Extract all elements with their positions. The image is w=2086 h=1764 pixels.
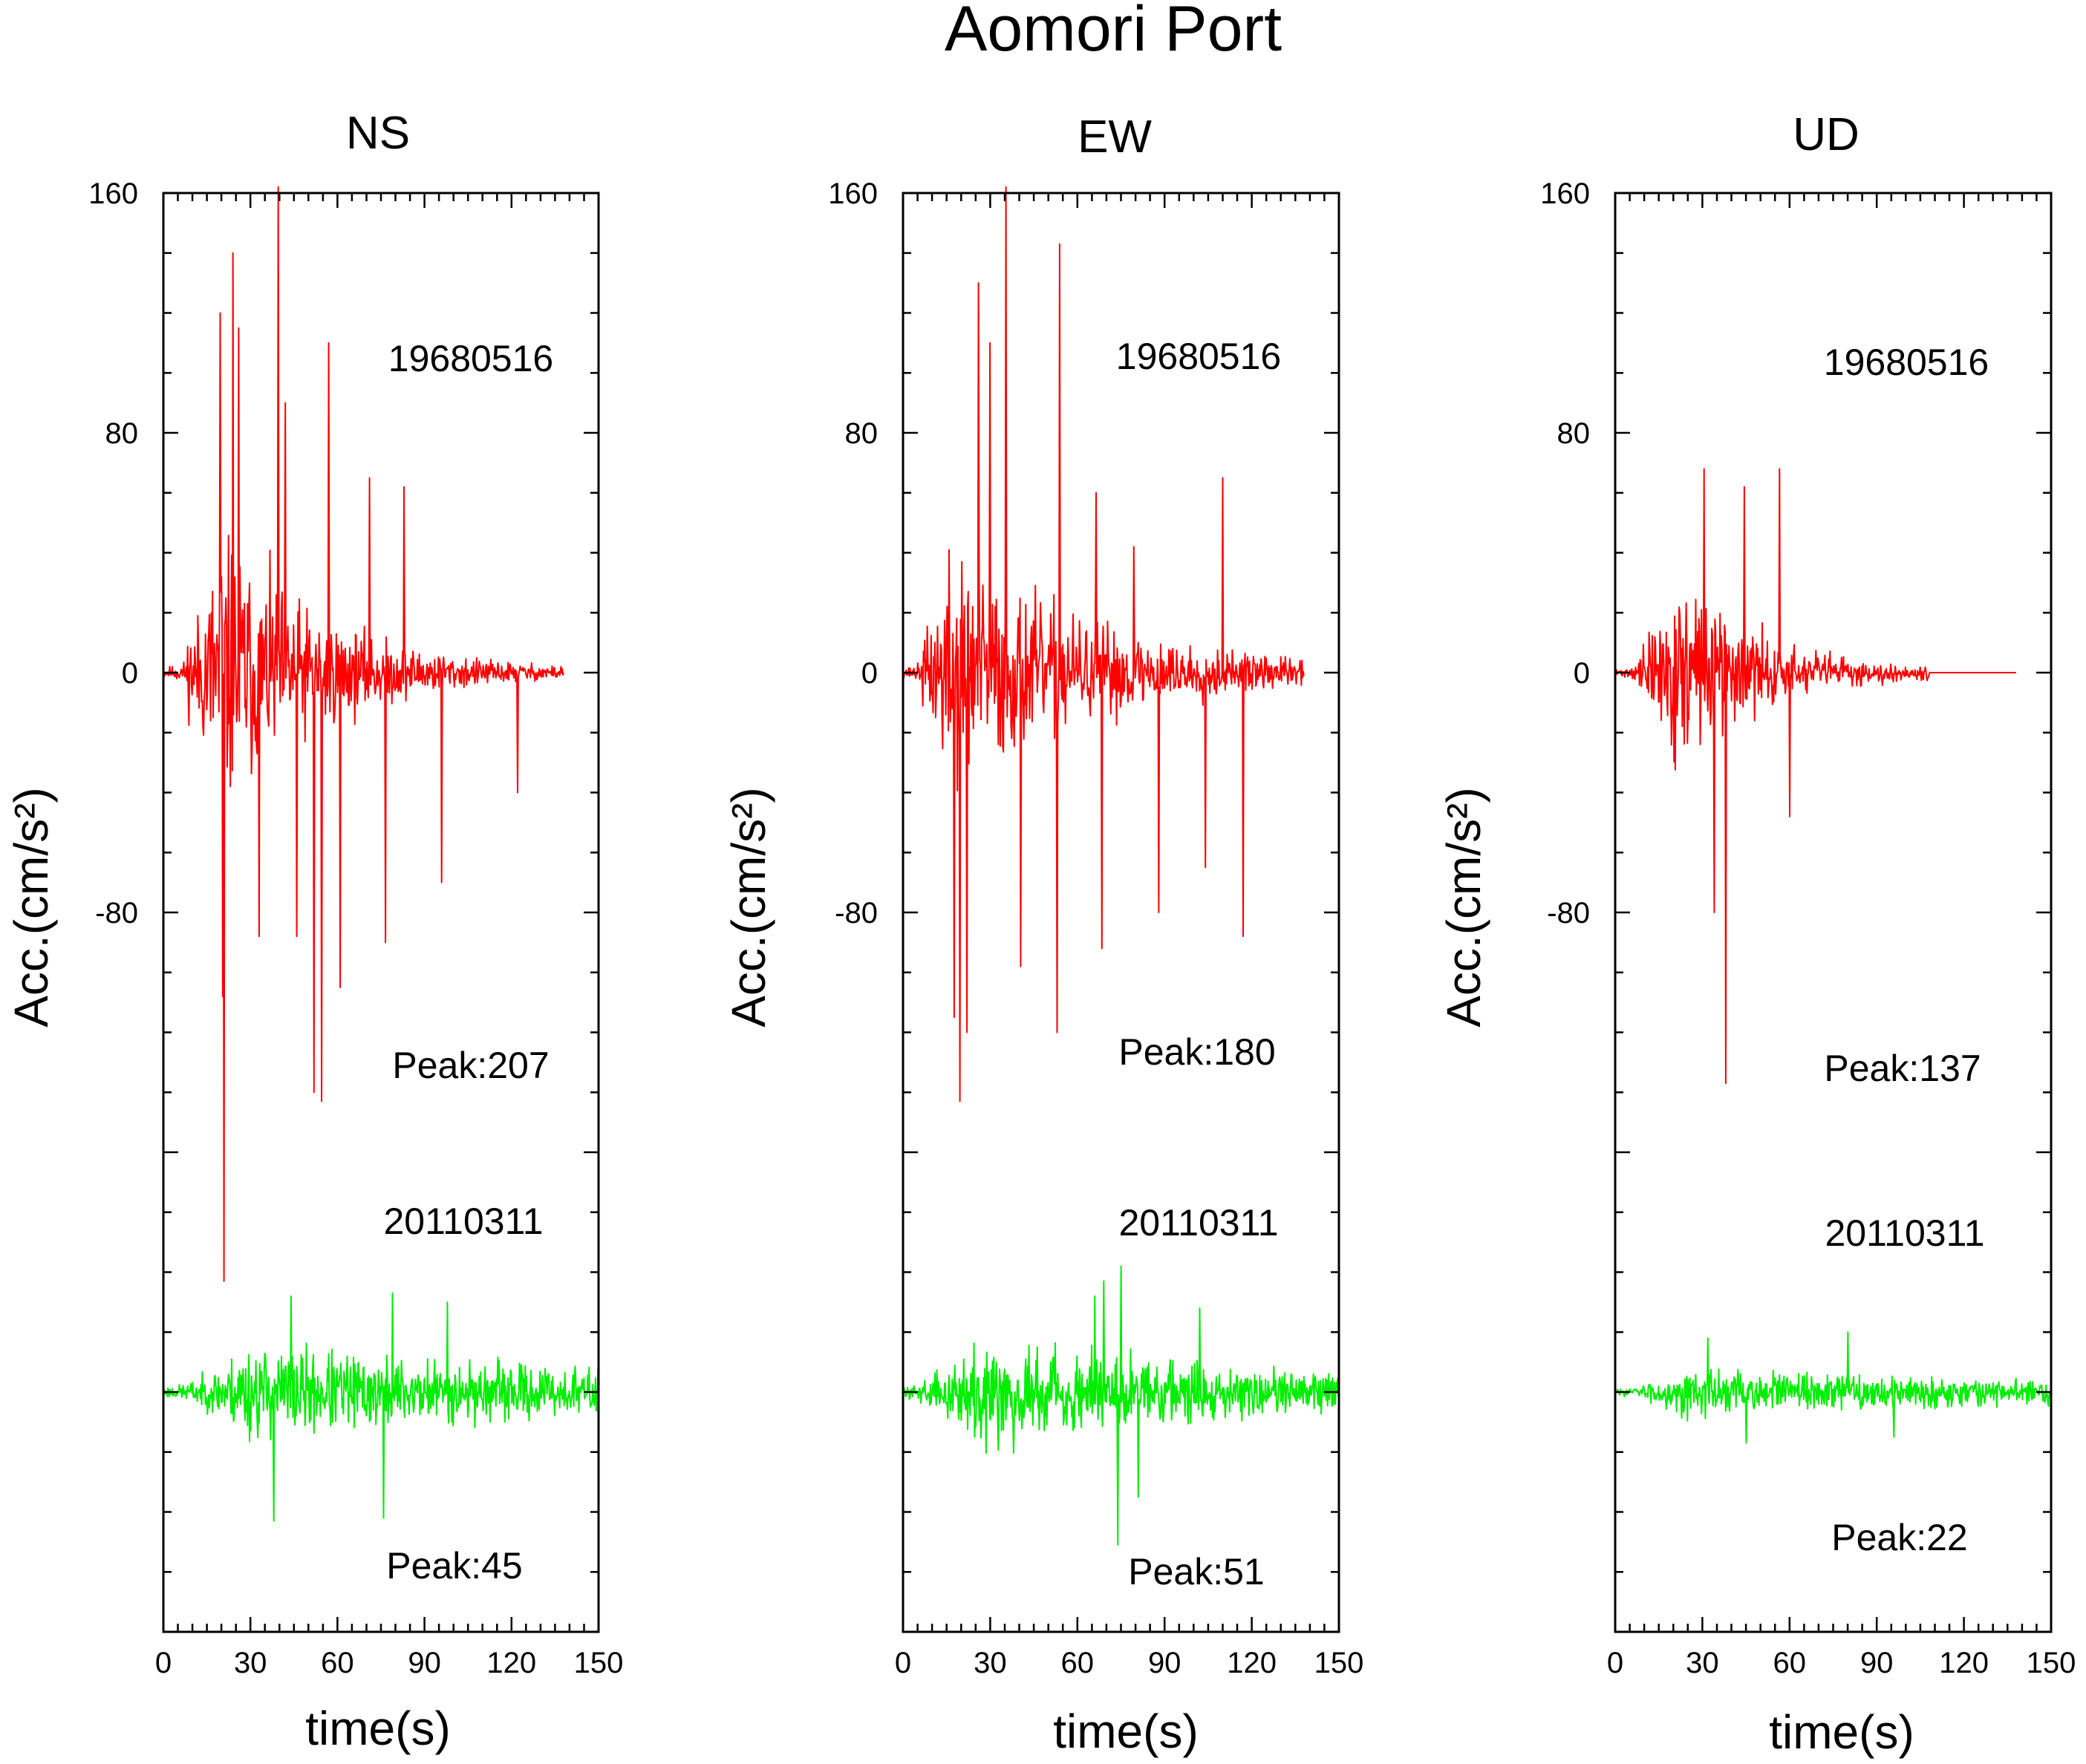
y-tick-label-ew: -80 xyxy=(835,897,878,930)
series-line-ns-2011 xyxy=(163,1292,599,1522)
series-line-ns-1968 xyxy=(163,186,564,1282)
x-tick-label-ew: 90 xyxy=(1148,1647,1181,1679)
series-line-ud-1968 xyxy=(1614,468,2016,1085)
x-tick-label-ns: 30 xyxy=(234,1647,267,1679)
series-name-ew-1968: 19680516 xyxy=(1116,336,1281,377)
x-tick-label-ns: 0 xyxy=(155,1647,172,1679)
panel-title-ew: EW xyxy=(1078,111,1152,163)
series-name-ew-2011: 20110311 xyxy=(1118,1202,1278,1244)
x-tick-label-ud: 90 xyxy=(1860,1647,1894,1679)
series-line-ew-1968 xyxy=(902,186,1305,1102)
series-name-ud-1968: 19680516 xyxy=(1824,342,1989,383)
peak-label-ew-2011: Peak:51 xyxy=(1128,1551,1264,1592)
plot-frame-ns xyxy=(162,192,600,1633)
y-tick-label-ns: 0 xyxy=(122,657,138,690)
x-tick-label-ud: 120 xyxy=(1939,1647,1989,1679)
x-axis-label-ns: time(s) xyxy=(305,1702,451,1755)
x-tick-label-ns: 90 xyxy=(408,1647,441,1679)
x-tick-label-ns: 60 xyxy=(321,1647,354,1679)
figure-title: Aomori Port xyxy=(945,0,1282,65)
series-name-ns-2011: 20110311 xyxy=(383,1200,543,1242)
y-axis-label-ew: Acc.(cm/s²) xyxy=(722,787,775,1028)
series-line-ew-2011 xyxy=(902,1265,1340,1546)
y-tick-label-ew: 160 xyxy=(828,177,878,210)
y-tick-label-ns: -80 xyxy=(95,897,138,930)
peak-label-ud-2011: Peak:22 xyxy=(1831,1517,1967,1558)
x-axis-label-ud: time(s) xyxy=(1769,1705,1914,1759)
y-tick-label-ew: 80 xyxy=(845,417,879,450)
x-tick-label-ew: 0 xyxy=(895,1647,911,1679)
series-name-ud-2011: 20110311 xyxy=(1825,1212,1984,1254)
x-tick-label-ud: 60 xyxy=(1773,1647,1807,1679)
peak-label-ns-1968: Peak:207 xyxy=(392,1045,549,1086)
x-tick-label-ew: 60 xyxy=(1061,1647,1095,1679)
panel-title-ns: NS xyxy=(346,108,410,159)
x-tick-label-ns: 150 xyxy=(574,1647,624,1679)
x-tick-label-ud: 30 xyxy=(1686,1647,1719,1679)
y-tick-label-ud: 0 xyxy=(1574,657,1590,690)
x-tick-label-ud: 0 xyxy=(1607,1647,1623,1679)
y-tick-label-ud: 160 xyxy=(1540,177,1590,210)
y-tick-label-ns: 80 xyxy=(105,417,139,450)
panel-ud: UD time(s) Acc.(cm/s²) 19680516 Peak:137… xyxy=(1437,109,2076,1759)
peak-label-ud-1968: Peak:137 xyxy=(1824,1048,1981,1089)
panel-ew: EW time(s) Acc.(cm/s²) 19680516 Peak:180… xyxy=(722,111,1363,1758)
x-tick-label-ew: 150 xyxy=(1314,1647,1364,1679)
peak-label-ew-1968: Peak:180 xyxy=(1118,1031,1275,1073)
y-axis-label-ud: Acc.(cm/s²) xyxy=(1437,787,1490,1028)
series-line-ud-2011 xyxy=(1614,1331,2052,1444)
y-tick-label-ew: 0 xyxy=(861,657,878,690)
y-tick-label-ns: 160 xyxy=(88,177,138,210)
x-tick-label-ud: 150 xyxy=(2027,1647,2076,1679)
plot-frame-ud xyxy=(1614,192,2053,1633)
panel-title-ud: UD xyxy=(1793,109,1860,160)
x-tick-label-ns: 120 xyxy=(486,1647,536,1679)
x-tick-label-ew: 30 xyxy=(974,1647,1007,1679)
series-name-ns-1968: 19680516 xyxy=(388,338,553,379)
y-tick-label-ud: 80 xyxy=(1557,417,1591,450)
y-axis-label-ns: Acc.(cm/s²) xyxy=(4,787,58,1028)
y-tick-label-ud: -80 xyxy=(1547,897,1590,930)
x-axis-label-ew: time(s) xyxy=(1053,1705,1199,1758)
panel-ns: NS time(s) Acc.(cm/s²) 19680516 Peak:207… xyxy=(4,108,623,1755)
x-tick-label-ew: 120 xyxy=(1227,1647,1277,1679)
peak-label-ns-2011: Peak:45 xyxy=(386,1545,522,1587)
